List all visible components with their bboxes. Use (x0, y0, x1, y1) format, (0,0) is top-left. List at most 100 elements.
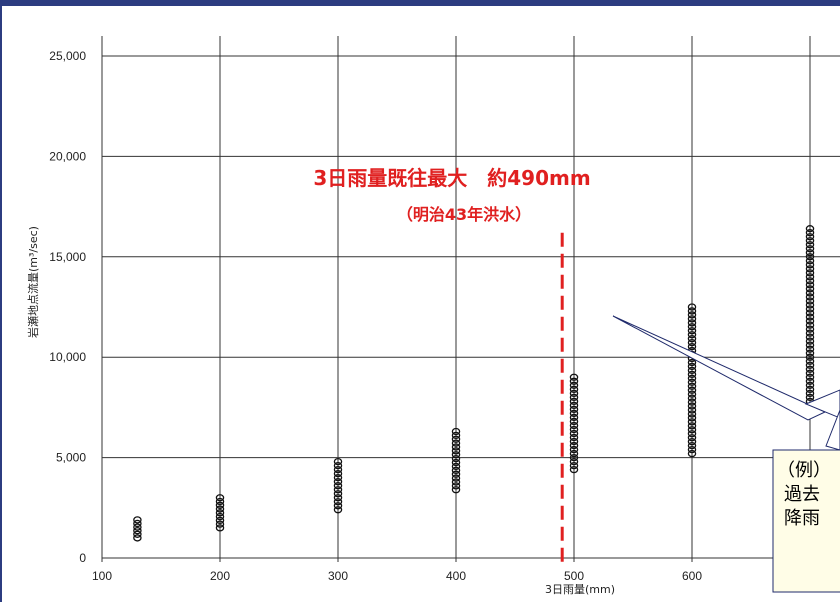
data-point (805, 317, 815, 325)
data-point (687, 422, 697, 430)
data-point (333, 486, 343, 494)
data-point (451, 462, 461, 471)
data-point (687, 434, 697, 442)
y-tick-label: 15,000 (49, 250, 86, 264)
data-point (805, 329, 815, 337)
data-point (805, 237, 815, 245)
data-point (805, 229, 815, 237)
data-point (569, 385, 579, 393)
data-point (805, 273, 815, 281)
data-point (451, 474, 461, 482)
x-tick-label: 600 (682, 569, 702, 583)
x-tick-label: 400 (446, 569, 466, 583)
data-point (805, 241, 815, 249)
data-point (333, 461, 343, 470)
x-tick-label: 300 (328, 569, 348, 583)
data-point (805, 301, 815, 309)
data-point (687, 358, 697, 367)
data-point (687, 311, 697, 319)
data-point (215, 516, 225, 524)
data-point (805, 365, 815, 373)
data-point (569, 437, 579, 446)
data-point (687, 414, 697, 422)
data-point (215, 501, 225, 509)
data-point (805, 377, 815, 385)
data-point (687, 398, 697, 406)
data-point (215, 524, 225, 532)
data-point (805, 261, 815, 269)
y-tick-label: 10,000 (49, 350, 86, 364)
x-tick-labels: 100 200 300 400 500 600 (92, 569, 702, 583)
data-point (687, 430, 697, 438)
data-point (805, 269, 815, 277)
data-point (805, 385, 815, 393)
data-point (569, 465, 579, 474)
data-point (215, 494, 225, 502)
data-point (569, 457, 579, 466)
data-point (569, 381, 579, 389)
data-point (451, 427, 461, 436)
data-point (687, 331, 697, 339)
data-point (805, 289, 815, 297)
y-tick-label: 25,000 (49, 49, 86, 63)
data-point (569, 425, 579, 434)
data-point (805, 325, 815, 333)
data-point (133, 516, 142, 524)
data-point (569, 397, 579, 406)
data-point (133, 519, 142, 528)
data-point (451, 466, 461, 474)
data-point (687, 406, 697, 414)
data-point (569, 421, 579, 430)
data-point (451, 451, 461, 459)
data-point (805, 245, 815, 253)
data-point (805, 277, 815, 285)
y-tick-label: 0 (79, 551, 86, 565)
callout-box (772, 449, 840, 593)
data-point (687, 402, 697, 410)
data-point (687, 386, 697, 394)
data-point (687, 327, 697, 335)
data-point (805, 369, 815, 377)
data-point (805, 305, 815, 313)
data-point (687, 394, 697, 402)
data-point (569, 441, 579, 450)
data-point (687, 382, 697, 390)
data-point (569, 449, 579, 458)
data-point (687, 426, 697, 434)
data-point (451, 439, 461, 447)
data-point (687, 323, 697, 331)
callout-pointer-3 (825, 409, 840, 451)
data-point (133, 527, 142, 535)
data-point (451, 435, 461, 443)
data-point (451, 447, 461, 455)
data-point (805, 297, 815, 305)
x-tick-label: 500 (564, 569, 584, 583)
data-point (333, 498, 343, 506)
data-point (805, 249, 815, 257)
data-point (687, 390, 697, 398)
data-point (805, 353, 815, 361)
data-point (569, 377, 579, 385)
data-point (687, 438, 697, 446)
data-point (687, 445, 697, 454)
data-point (569, 445, 579, 454)
data-point (333, 474, 343, 482)
data-point (569, 417, 579, 426)
x-axis-label: 3日雨量(mm) (545, 583, 615, 596)
y-axis-label: 岩瀬地点流量(m³/sec) (26, 226, 40, 338)
y-tick-label: 20,000 (49, 149, 86, 163)
data-point (569, 409, 579, 418)
data-point (805, 281, 815, 289)
data-point (333, 470, 343, 478)
data-point (333, 490, 343, 498)
data-point (687, 315, 697, 323)
data-point (805, 381, 815, 389)
data-point (805, 285, 815, 293)
data-point (687, 319, 697, 327)
data-point (805, 257, 815, 265)
data-point (687, 374, 697, 382)
data-point (687, 410, 697, 418)
data-point (133, 534, 142, 542)
